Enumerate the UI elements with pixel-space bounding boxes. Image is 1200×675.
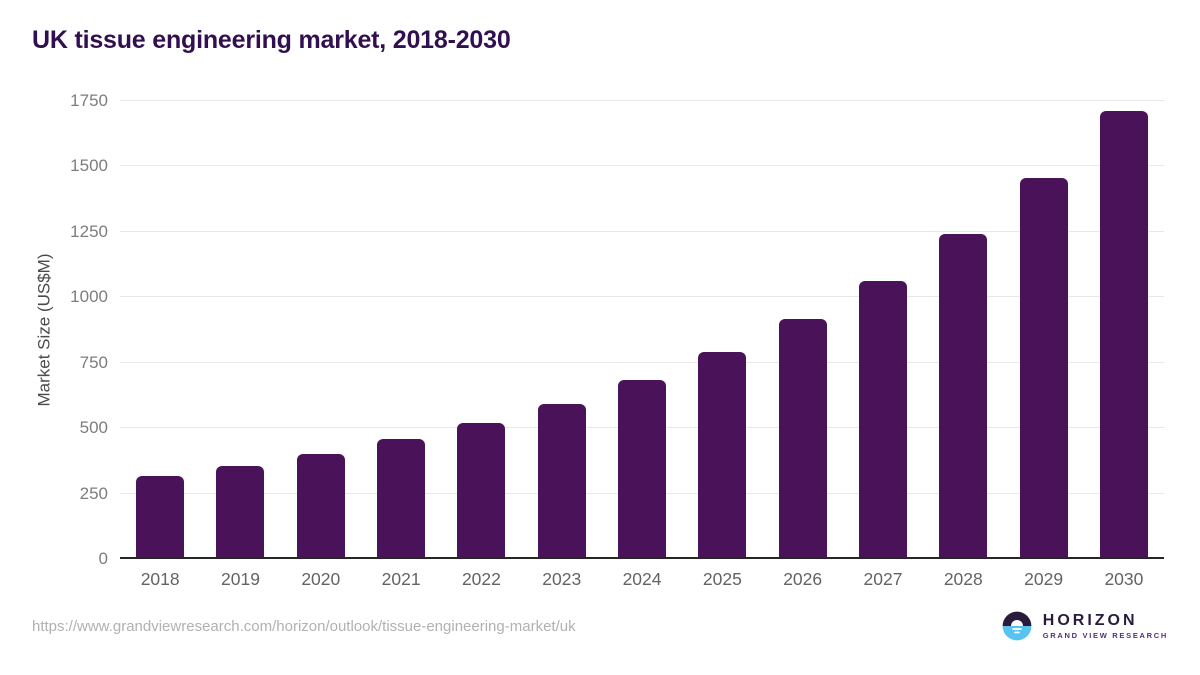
y-axis-title: Market Size (US$M) bbox=[32, 101, 58, 559]
bar-slot-2026 bbox=[763, 101, 843, 559]
y-axis-title-text: Market Size (US$M) bbox=[35, 253, 54, 407]
x-tick-label-2020: 2020 bbox=[301, 569, 341, 589]
x-tick-label-2021: 2021 bbox=[381, 569, 421, 589]
bar-chart: Market Size (US$M) 0 250 500 750 1000 1250 150… bbox=[32, 91, 1164, 590]
y-tick-label: 250 bbox=[79, 483, 108, 503]
y-tick-label: 750 bbox=[79, 352, 108, 372]
x-tick-label-2029: 2029 bbox=[1024, 569, 1064, 589]
gridline bbox=[120, 361, 1164, 363]
y-tick-label: 0 bbox=[98, 549, 108, 568]
bar-slot-2023 bbox=[522, 101, 602, 559]
x-tick-label-2030: 2030 bbox=[1104, 569, 1144, 589]
y-tick-label: 500 bbox=[79, 418, 108, 438]
bar-2029 bbox=[1019, 178, 1068, 559]
y-tick-label: 1750 bbox=[70, 91, 108, 110]
horizon-logo: HORIZON GRAND VIEW RESEARCH bbox=[1001, 610, 1168, 642]
source-url: https://www.grandviewresearch.com/horizo… bbox=[32, 617, 576, 635]
footer: https://www.grandviewresearch.com/horizo… bbox=[0, 591, 1200, 675]
plot-column: 0 250 500 750 1000 1250 1500 1750 2018 2019 2020 2… bbox=[58, 91, 1164, 590]
bar-2024 bbox=[618, 380, 667, 559]
x-tick-label-2023: 2023 bbox=[542, 569, 582, 589]
plot-area: 0 250 500 750 1000 1250 1500 1750 bbox=[70, 91, 1164, 568]
logo-text: HORIZON GRAND VIEW RESEARCH bbox=[1043, 612, 1168, 641]
bars-row bbox=[120, 101, 1164, 559]
horizon-sunset-circle-icon bbox=[1002, 611, 1032, 641]
bar-2025 bbox=[698, 352, 747, 559]
x-tick-label-2026: 2026 bbox=[783, 569, 823, 589]
x-axis-labels: 2018 2019 2020 2021 2022 2023 2024 2025 2026 2027… bbox=[120, 569, 1164, 590]
logo-subtitle: GRAND VIEW RESEARCH bbox=[1042, 631, 1168, 641]
bar-2027 bbox=[858, 280, 907, 559]
bar-2022 bbox=[457, 422, 506, 559]
bar-slot-2028 bbox=[923, 101, 1003, 559]
bar-slot-2022 bbox=[441, 101, 521, 559]
bar-2023 bbox=[537, 404, 586, 559]
bar-2028 bbox=[939, 234, 988, 559]
bar-slot-2027 bbox=[843, 101, 923, 559]
bar-slot-2025 bbox=[682, 101, 762, 559]
x-tick-label-2028: 2028 bbox=[943, 569, 983, 589]
bar-2019 bbox=[216, 465, 265, 559]
x-tick-label-2022: 2022 bbox=[461, 569, 501, 589]
bar-slot-2018 bbox=[120, 101, 200, 559]
gridline bbox=[120, 230, 1164, 232]
bar-2030 bbox=[1099, 111, 1148, 559]
bar-slot-2029 bbox=[1003, 101, 1083, 559]
x-tick-label-2018: 2018 bbox=[140, 569, 180, 589]
bar-slot-2024 bbox=[602, 101, 682, 559]
gridline bbox=[120, 165, 1164, 167]
bar-slot-2020 bbox=[281, 101, 361, 559]
chart-title: UK tissue engineering market, 2018-2030 bbox=[32, 26, 511, 54]
x-tick-label-2025: 2025 bbox=[702, 569, 742, 589]
y-tick-label: 1500 bbox=[70, 156, 108, 176]
bar-2018 bbox=[136, 476, 185, 559]
bar-slot-2030 bbox=[1084, 101, 1164, 559]
x-tick-label-2019: 2019 bbox=[221, 569, 260, 589]
y-tick-label: 1250 bbox=[70, 221, 108, 241]
bar-2026 bbox=[778, 319, 827, 559]
bar-slot-2021 bbox=[361, 101, 441, 559]
logo-name: HORIZON bbox=[1042, 611, 1138, 629]
x-axis-line bbox=[120, 557, 1164, 559]
bar-slot-2019 bbox=[200, 101, 280, 559]
x-tick-label-2027: 2027 bbox=[863, 569, 903, 589]
y-tick-label: 1000 bbox=[70, 287, 108, 307]
gridline bbox=[120, 296, 1164, 298]
x-tick-label-2024: 2024 bbox=[622, 569, 662, 589]
bar-2020 bbox=[296, 453, 345, 559]
gridline bbox=[120, 100, 1164, 101]
bar-2021 bbox=[377, 439, 426, 559]
